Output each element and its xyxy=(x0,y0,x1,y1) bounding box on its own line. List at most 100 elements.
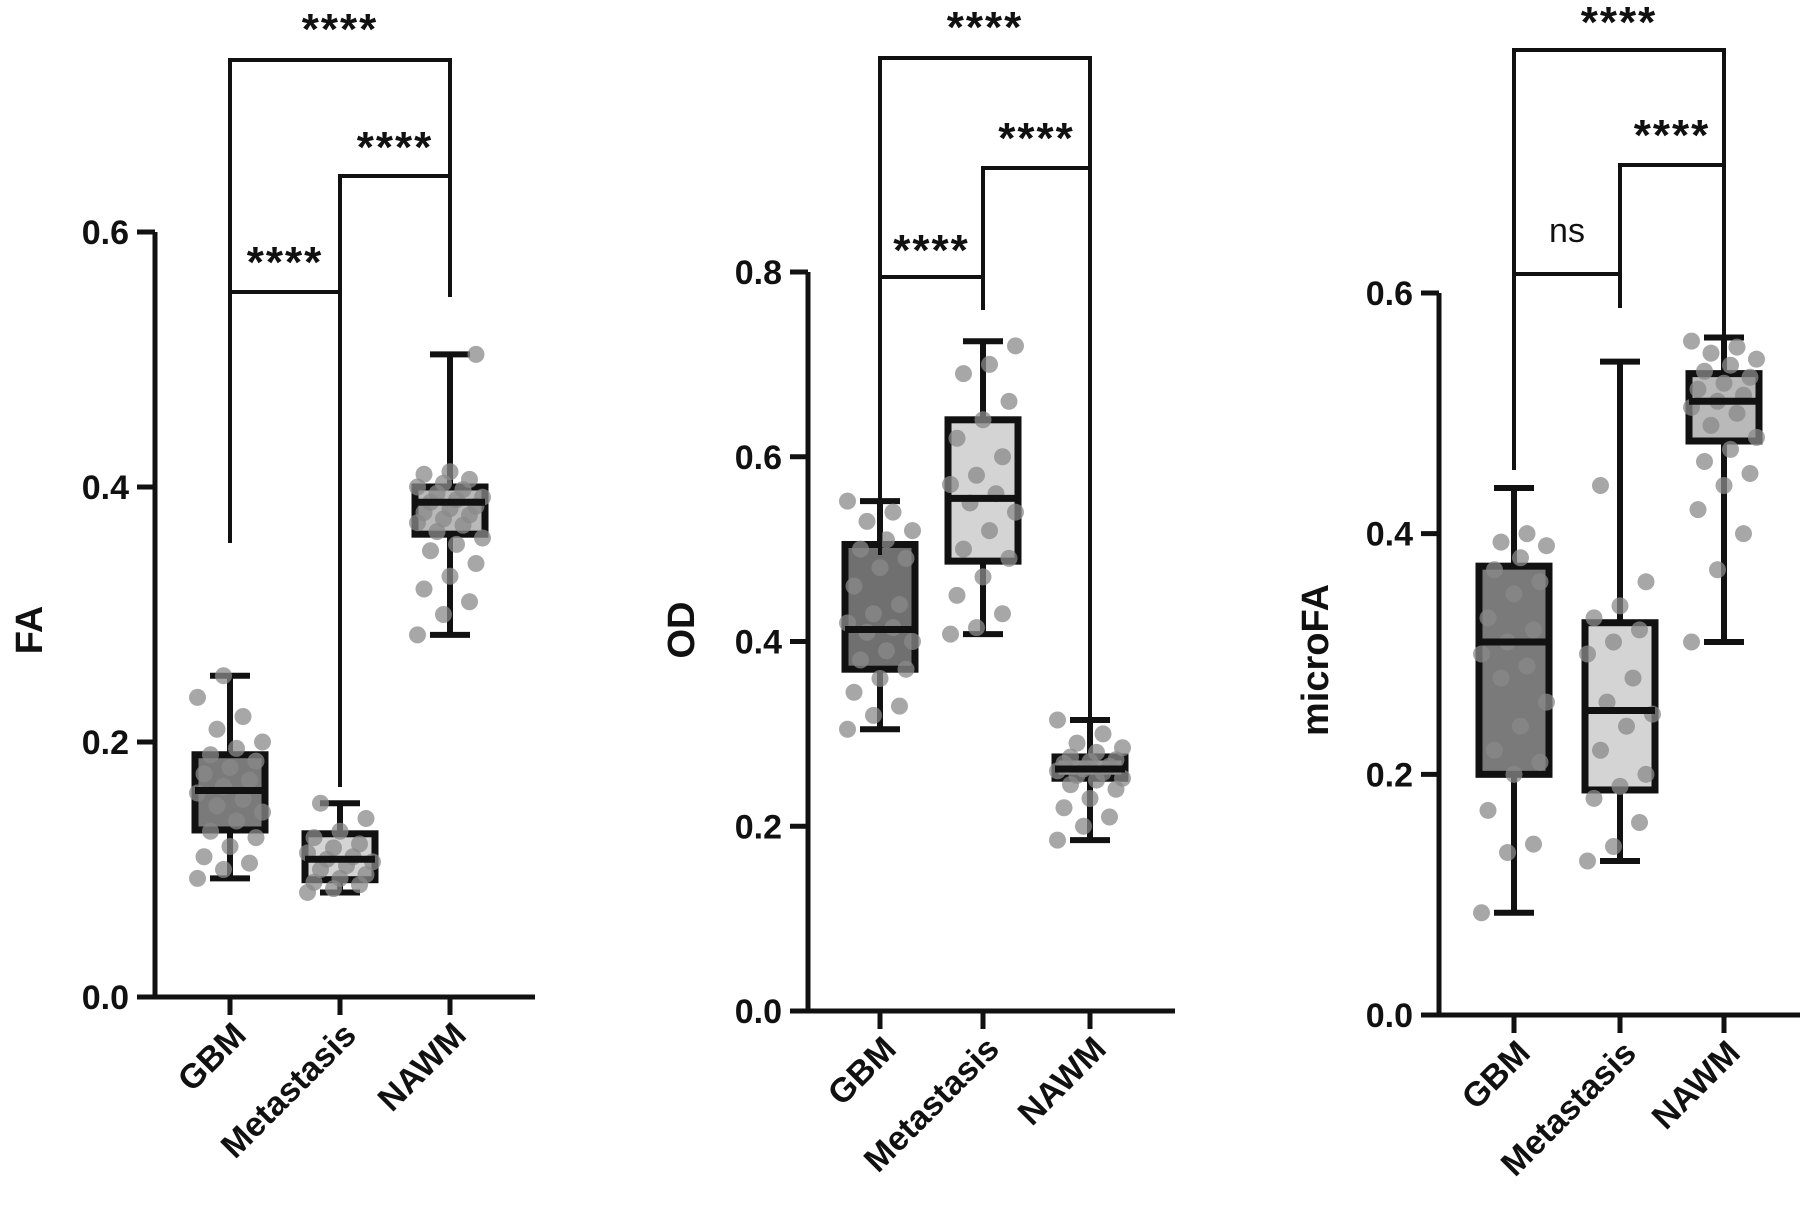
y-tick-label: 0.0 xyxy=(735,993,782,1031)
data-point xyxy=(845,577,863,595)
data-point xyxy=(195,765,213,783)
data-point xyxy=(1741,465,1759,482)
data-point xyxy=(852,651,869,669)
data-point xyxy=(254,733,271,751)
data-point xyxy=(968,466,985,484)
data-point xyxy=(858,512,876,530)
data-point xyxy=(202,746,219,764)
data-point xyxy=(467,555,485,572)
data-point xyxy=(1728,338,1746,356)
bracket-line xyxy=(878,275,985,533)
data-point xyxy=(955,540,972,558)
significance-bracket: ns xyxy=(1512,212,1622,276)
y-tick-label: 0.8 xyxy=(735,254,782,292)
data-point xyxy=(981,522,998,540)
data-point xyxy=(305,873,323,891)
significance-bracket: **** xyxy=(228,5,452,442)
data-point xyxy=(409,626,426,644)
data-point xyxy=(1741,368,1759,386)
y-tick-label: 0.0 xyxy=(1366,997,1413,1035)
data-point xyxy=(884,503,902,521)
box-gbm xyxy=(839,492,921,738)
x-tick-label: NAWM xyxy=(1011,1030,1114,1133)
data-point xyxy=(422,542,439,560)
y-axis-title: OD xyxy=(661,602,703,659)
data-point xyxy=(1715,374,1733,392)
bracket-line xyxy=(981,166,1092,725)
data-point xyxy=(1579,645,1596,663)
significance-bracket: **** xyxy=(981,114,1092,725)
data-point xyxy=(1605,633,1622,651)
x-tick-label: GBM xyxy=(821,1030,904,1113)
data-point xyxy=(871,669,889,687)
data-point xyxy=(1007,337,1024,355)
data-point xyxy=(215,861,232,878)
data-point xyxy=(1007,503,1024,521)
data-point xyxy=(234,790,252,808)
data-point xyxy=(215,667,232,685)
data-point xyxy=(948,429,966,447)
significance-label: **** xyxy=(357,123,434,172)
y-tick-label: 0.2 xyxy=(735,808,782,846)
data-point xyxy=(891,596,908,614)
data-point xyxy=(461,593,478,611)
data-point xyxy=(1735,525,1752,543)
data-point xyxy=(1611,777,1629,795)
data-point xyxy=(254,803,271,821)
data-point xyxy=(878,531,895,549)
data-point xyxy=(1518,525,1536,543)
data-point xyxy=(1722,356,1739,374)
data-point xyxy=(1702,416,1720,434)
box-gbm xyxy=(1473,484,1555,922)
data-point xyxy=(1518,657,1536,675)
data-point xyxy=(351,835,368,853)
data-point xyxy=(1000,392,1018,410)
bracket-line xyxy=(1512,230,1622,276)
data-point xyxy=(1486,561,1503,579)
y-tick-label: 0.4 xyxy=(1366,516,1413,554)
data-point xyxy=(865,706,882,724)
data-point xyxy=(221,838,239,856)
data-point xyxy=(1611,597,1629,615)
data-point xyxy=(331,822,349,840)
significance-bracket: **** xyxy=(1618,111,1726,338)
data-point xyxy=(1538,537,1555,555)
y-tick-label: 0.6 xyxy=(82,214,129,252)
significance-label: **** xyxy=(947,3,1024,52)
significance-label: **** xyxy=(1634,111,1711,160)
data-point xyxy=(241,854,258,872)
significance-label: **** xyxy=(893,226,970,275)
data-point xyxy=(1689,380,1707,398)
data-point xyxy=(1538,693,1555,711)
data-point xyxy=(1637,573,1655,591)
data-point xyxy=(474,529,491,547)
data-point xyxy=(312,794,329,812)
y-tick-label: 0.4 xyxy=(735,624,782,662)
data-point xyxy=(221,759,239,776)
data-point xyxy=(897,660,915,678)
data-point xyxy=(1075,817,1092,835)
significance-bracket: **** xyxy=(338,123,452,787)
box-gbm xyxy=(189,667,271,887)
significance-label: **** xyxy=(302,5,379,54)
data-point xyxy=(1531,753,1549,771)
data-point xyxy=(1479,801,1497,819)
data-point xyxy=(994,605,1011,623)
data-point xyxy=(1062,748,1079,766)
box-rect xyxy=(1581,619,1659,794)
y-tick-label: 0.6 xyxy=(735,439,782,477)
data-point xyxy=(305,829,323,847)
data-point xyxy=(1605,838,1622,856)
data-point xyxy=(852,540,869,558)
data-point xyxy=(1696,452,1713,470)
data-point xyxy=(1709,561,1726,579)
y-tick-label: 0.0 xyxy=(82,979,129,1017)
data-point xyxy=(1683,332,1700,350)
data-point xyxy=(357,810,375,827)
data-point xyxy=(234,708,252,725)
x-tick-label: NAWM xyxy=(371,1016,474,1119)
data-point xyxy=(1592,477,1609,495)
